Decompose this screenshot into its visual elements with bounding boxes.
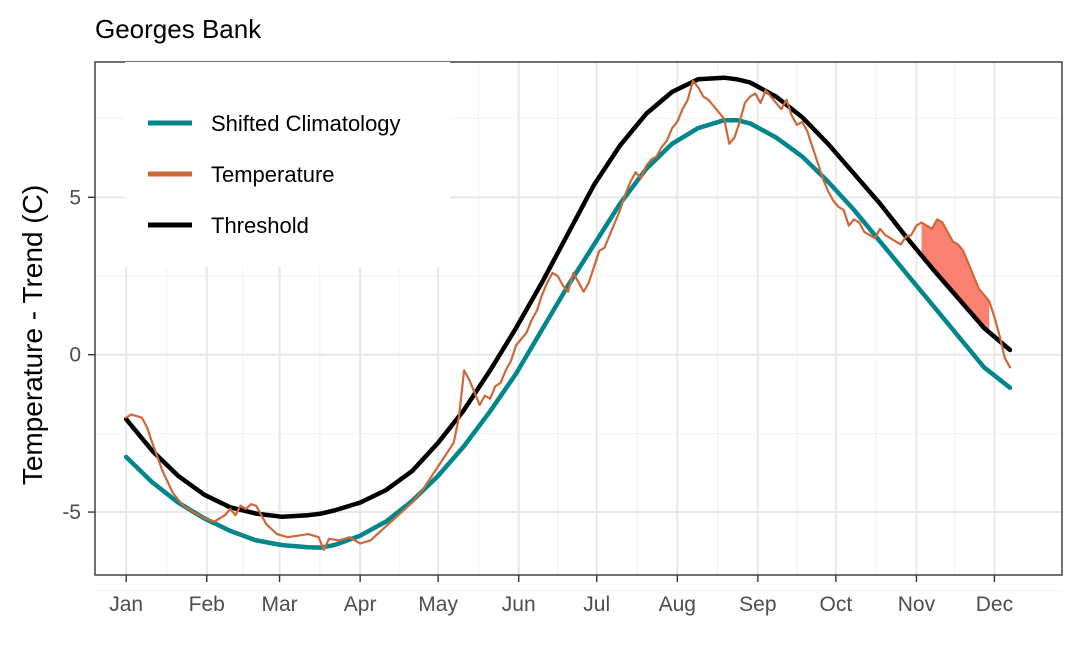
- y-tick-label: 5: [69, 186, 81, 209]
- y-axis-label: Temperature - Trend (C): [17, 185, 48, 485]
- plot-border: [94, 61, 1063, 576]
- x-tick-label: Nov: [898, 593, 936, 616]
- series-lines: [123, 75, 1013, 551]
- x-tick-label: Jul: [583, 593, 610, 616]
- legend-background: [125, 62, 450, 267]
- y-tick-label: -5: [62, 501, 81, 524]
- x-tick-label: May: [418, 593, 458, 616]
- x-tick-label: Feb: [189, 593, 225, 616]
- x-tick-label: Dec: [976, 593, 1013, 616]
- x-tick-label: Jun: [502, 593, 536, 616]
- x-tick-label: Sep: [739, 593, 776, 616]
- x-tick-label: Jan: [109, 593, 143, 616]
- legend-label-temperature: Temperature: [211, 162, 335, 187]
- heatwave-fill: [921, 219, 990, 333]
- x-tick-label: Mar: [261, 593, 297, 616]
- y-axis: -5 0 5: [62, 186, 95, 524]
- x-tick-label: Apr: [344, 593, 377, 616]
- legend-label-threshold: Threshold: [211, 213, 309, 238]
- series-line-temperature: [125, 79, 1012, 551]
- legend: Shifted Climatology Temperature Threshol…: [125, 62, 450, 267]
- chart-title: Georges Bank: [95, 14, 262, 44]
- series-line-shifted-climatology: [123, 117, 1013, 550]
- series-line-threshold: [123, 75, 1013, 520]
- y-tick-label: 0: [69, 344, 81, 367]
- x-tick-label: Aug: [659, 593, 696, 616]
- x-tick-label: Oct: [820, 593, 853, 616]
- legend-label-climatology: Shifted Climatology: [211, 111, 401, 136]
- x-axis: Jan Feb Mar Apr May Jun Jul Aug Sep Oct Nov Dec: [109, 575, 1013, 616]
- marine-heatwave-area: [921, 219, 990, 333]
